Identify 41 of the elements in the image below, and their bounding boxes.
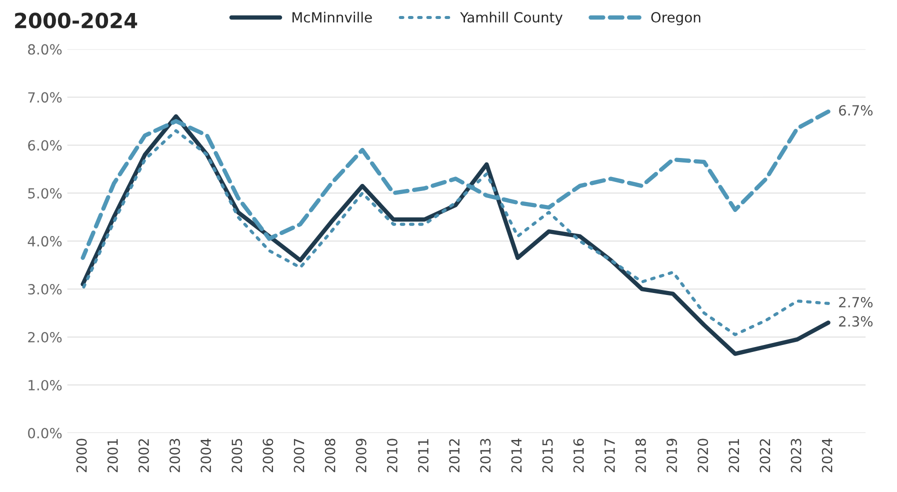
x-tick-label: 2010 [386, 438, 398, 472]
x-tick-label: 2016 [573, 438, 584, 472]
x-tick-label: 2003 [170, 438, 180, 472]
legend-label: Yamhill County [460, 12, 563, 26]
y-tick-label: 0.0% [28, 428, 62, 438]
y-tick-label: 5.0% [28, 188, 62, 199]
x-tick-label: 2023 [790, 438, 802, 472]
x-tick-label: 2013 [480, 438, 491, 472]
y-tick-label: 4.0% [28, 236, 62, 247]
chart-title: 2000-2024 [15, 12, 138, 28]
x-tick-label: 2009 [356, 438, 366, 472]
y-tick-label: 7.0% [28, 92, 62, 103]
legend-label: Oregon [651, 12, 700, 26]
y-tick-label: 6.0% [28, 140, 62, 151]
data-label: 2.3% [839, 316, 873, 327]
x-tick-label: 2021 [728, 439, 740, 472]
x-tick-label: 2024 [822, 438, 832, 472]
x-tick-label: 2012 [449, 439, 460, 472]
y-tick-label: 3.0% [28, 284, 62, 295]
y-tick-label: 2.0% [28, 332, 62, 342]
x-tick-label: 2001 [107, 439, 118, 472]
x-tick-label: 2004 [200, 438, 212, 472]
x-tick-label: 2002 [138, 439, 149, 472]
x-tick-label: 2019 [666, 438, 678, 472]
x-tick-label: 2008 [324, 438, 336, 472]
x-tick-label: 2022 [760, 439, 770, 472]
x-tick-label: 2011 [418, 439, 429, 472]
data-label: 2.7% [839, 296, 873, 308]
x-tick-label: 2015 [542, 439, 553, 472]
x-tick-label: 2020 [698, 438, 708, 472]
x-tick-label: 2006 [262, 438, 274, 472]
x-tick-label: 2000 [76, 438, 87, 472]
y-tick-label: 8.0% [28, 44, 62, 55]
x-tick-label: 2005 [232, 439, 242, 472]
data-label: 6.7% [839, 105, 873, 116]
x-tick-label: 2007 [294, 439, 304, 472]
legend-label: McMinnville [292, 12, 372, 23]
x-tick-label: 2018 [635, 438, 646, 472]
x-tick-label: 2014 [511, 438, 522, 472]
x-tick-label: 2017 [604, 439, 615, 472]
y-tick-label: 1.0% [28, 380, 62, 390]
